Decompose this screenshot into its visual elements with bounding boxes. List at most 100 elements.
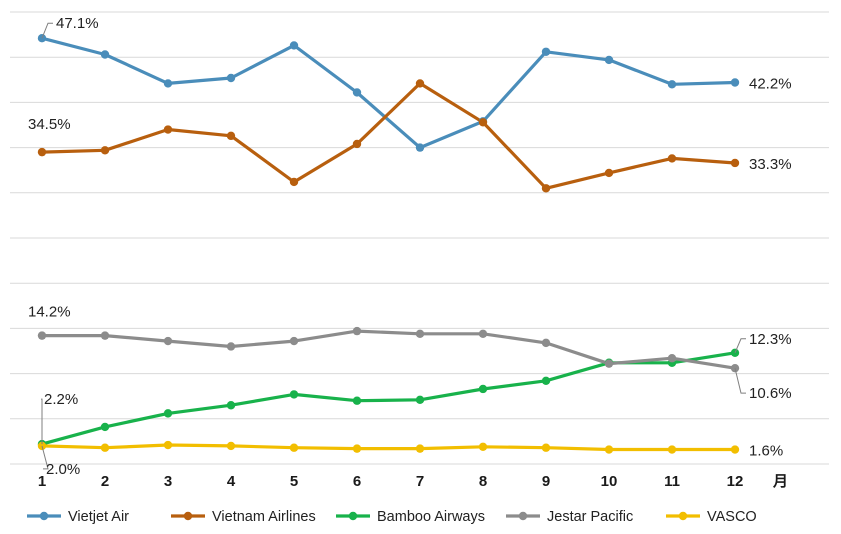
data-point-vietnam-airlines xyxy=(37,147,47,157)
x-axis-ticks: 1 2 3 4 5 6 7 8 9 10 11 12 xyxy=(38,473,744,490)
data-point-vasco xyxy=(163,440,173,450)
x-tick-label: 7 xyxy=(416,473,424,490)
data-label-vasco: 2.0% xyxy=(46,461,80,478)
x-tick-label: 3 xyxy=(164,473,172,490)
legend-marker xyxy=(39,511,49,521)
x-tick-label: 2 xyxy=(101,473,109,490)
legend-item-bamboo-airways: Bamboo Airways xyxy=(336,509,485,525)
data-point-vietnam-airlines xyxy=(667,154,677,163)
data-point-jestar-pacific xyxy=(478,329,488,339)
data-point-vietjet-air xyxy=(163,79,173,88)
data-point-jestar-pacific xyxy=(352,326,362,336)
data-label-jestar-pacific: 10.6% xyxy=(749,385,792,402)
data-point-vietjet-air xyxy=(352,88,362,97)
data-label-vietjet-air: 42.2% xyxy=(749,76,792,93)
data-point-vietnam-airlines xyxy=(415,79,425,88)
data-point-vietjet-air xyxy=(226,73,236,83)
series-line-vasco xyxy=(40,443,737,452)
data-labels: 47.1% 42.2% 34.5% 33.3% 14.2% 10.6% 2.2% 12.3% 2… xyxy=(28,15,792,478)
data-point-vasco xyxy=(478,442,488,452)
data-point-vasco xyxy=(667,445,677,454)
data-label-vasco: 1.6% xyxy=(749,443,783,460)
leader-line xyxy=(41,445,49,470)
data-point-vasco xyxy=(289,443,299,452)
data-point-vasco xyxy=(415,444,425,453)
data-point-vietnam-airlines xyxy=(541,184,551,193)
data-point-jestar-pacific xyxy=(730,363,740,373)
data-label-vietnam-airlines: 34.5% xyxy=(28,116,71,133)
data-point-bamboo-airways xyxy=(415,395,425,405)
leader-line xyxy=(41,398,43,445)
leader-line xyxy=(734,368,746,394)
legend-label: Vietnam Airlines xyxy=(212,509,316,525)
data-point-vasco xyxy=(730,445,740,454)
leader-line xyxy=(41,22,53,39)
series-line-vietnam-airlines xyxy=(40,81,737,190)
data-point-jestar-pacific xyxy=(289,336,299,346)
data-point-vietnam-airlines xyxy=(100,146,110,155)
data-label-jestar-pacific: 14.2% xyxy=(28,304,71,321)
x-tick-label: 11 xyxy=(664,473,680,490)
data-point-jestar-pacific xyxy=(541,338,551,348)
legend-marker xyxy=(348,511,358,521)
legend-marker xyxy=(518,511,528,521)
data-point-bamboo-airways xyxy=(289,390,299,399)
legend-item-vietnam-airlines: Vietnam Airlines xyxy=(171,509,316,525)
legend-marker xyxy=(678,511,688,521)
data-point-bamboo-airways xyxy=(352,396,362,405)
data-label-bamboo-airways: 2.2% xyxy=(44,391,78,408)
data-point-vietjet-air xyxy=(604,55,614,65)
x-tick-label: 8 xyxy=(479,473,487,490)
data-point-vasco xyxy=(37,441,47,451)
data-point-bamboo-airways xyxy=(226,401,236,410)
x-tick-label: 4 xyxy=(227,473,236,490)
data-label-vietnam-airlines: 33.3% xyxy=(749,156,792,173)
legend-label: VASCO xyxy=(707,509,757,525)
legend-label: Bamboo Airways xyxy=(377,509,485,525)
data-point-jestar-pacific xyxy=(415,329,425,339)
data-point-vasco xyxy=(541,443,551,452)
x-tick-label: 6 xyxy=(353,473,361,490)
data-point-vietjet-air xyxy=(667,80,677,89)
data-point-vietnam-airlines xyxy=(226,131,236,141)
x-tick-label: 5 xyxy=(290,473,298,490)
legend-item-vietjet-air: Vietjet Air xyxy=(27,509,129,525)
data-point-jestar-pacific xyxy=(667,354,677,363)
leader-line xyxy=(734,338,746,354)
data-point-vietnam-airlines xyxy=(163,125,173,134)
legend-label: Vietjet Air xyxy=(68,509,129,525)
data-point-bamboo-airways xyxy=(100,422,110,432)
legend-item-vasco: VASCO xyxy=(666,509,757,525)
data-label-vietjet-air: 47.1% xyxy=(56,15,99,32)
data-point-vasco xyxy=(352,444,362,453)
series-lines xyxy=(40,36,737,452)
data-point-vietjet-air xyxy=(415,143,425,152)
data-point-vietnam-airlines xyxy=(289,177,299,187)
data-point-vasco xyxy=(100,443,110,452)
data-point-vietnam-airlines xyxy=(604,168,614,178)
data-point-vietjet-air xyxy=(289,41,299,50)
x-tick-label: 1 xyxy=(38,473,46,490)
series-line-jestar-pacific xyxy=(40,329,737,370)
data-point-vietjet-air xyxy=(100,50,110,59)
data-point-vietnam-airlines xyxy=(730,158,740,168)
legend-marker xyxy=(183,511,193,521)
data-point-vietjet-air xyxy=(541,47,551,56)
data-point-vasco xyxy=(604,445,614,454)
data-point-vietjet-air xyxy=(730,78,740,87)
x-tick-label: 9 xyxy=(542,473,550,490)
legend: Vietjet Air Vietnam Airlines Bamboo Airway… xyxy=(27,509,757,525)
data-point-bamboo-airways xyxy=(163,409,173,418)
data-point-jestar-pacific xyxy=(100,331,110,340)
series-points xyxy=(37,34,740,454)
data-point-bamboo-airways xyxy=(478,384,488,394)
data-point-vietnam-airlines xyxy=(478,118,488,127)
series-line-bamboo-airways xyxy=(40,351,737,446)
data-point-bamboo-airways xyxy=(541,376,551,386)
x-axis-label: 月 xyxy=(772,472,788,490)
x-tick-label: 12 xyxy=(727,473,744,490)
data-point-vasco xyxy=(226,441,236,451)
data-label-bamboo-airways: 12.3% xyxy=(749,331,792,348)
